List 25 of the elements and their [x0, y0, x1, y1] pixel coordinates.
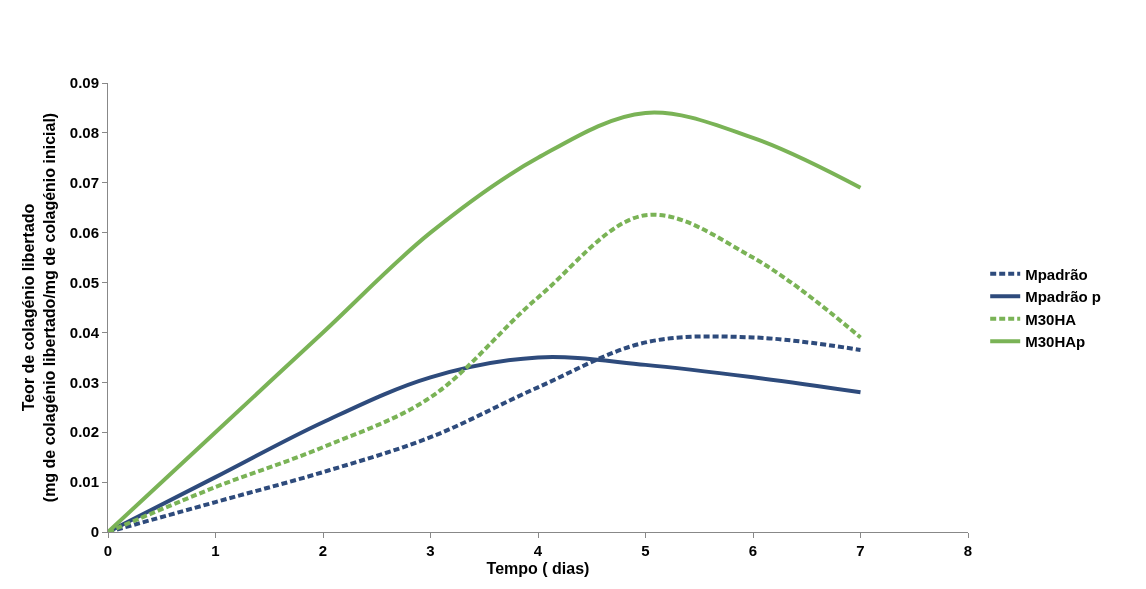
y-tick-label: 0.06 — [69, 223, 99, 241]
legend-label: M30HA — [1025, 310, 1077, 328]
x-tick-label: 1 — [211, 542, 220, 559]
x-tick-label: 4 — [533, 542, 543, 559]
y-tick-label: 0.07 — [69, 174, 99, 192]
y-tick-label: 0.09 — [69, 74, 99, 92]
legend-label: Mpadrão p — [1025, 288, 1102, 306]
x-axis-title: Tempo ( dias) — [486, 559, 590, 577]
x-tick-label: 0 — [103, 542, 113, 559]
x-tick-label: 2 — [318, 542, 328, 559]
y-tick-label: 0.03 — [69, 373, 99, 391]
legend-label: M30HAp — [1025, 333, 1086, 351]
y-tick-label: 0.08 — [69, 124, 99, 142]
y-tick-label: 0.04 — [69, 323, 100, 341]
y-tick-label: 0 — [90, 523, 99, 541]
x-tick-label: 5 — [641, 542, 650, 559]
x-tick-label: 6 — [748, 542, 758, 559]
legend-label: Mpadrão — [1025, 265, 1088, 283]
x-tick-label: 3 — [426, 542, 435, 559]
x-tick-label: 7 — [856, 542, 865, 559]
y-tick-label: 0.05 — [69, 273, 99, 291]
y-tick-label: 0.01 — [69, 473, 99, 491]
x-tick-label: 8 — [963, 542, 973, 559]
y-axis-title: Teor de colagénio libertado (mg de colagénio libertado/mg de colagénio inicial) — [19, 112, 58, 503]
y-tick-label: 0.02 — [69, 423, 99, 441]
